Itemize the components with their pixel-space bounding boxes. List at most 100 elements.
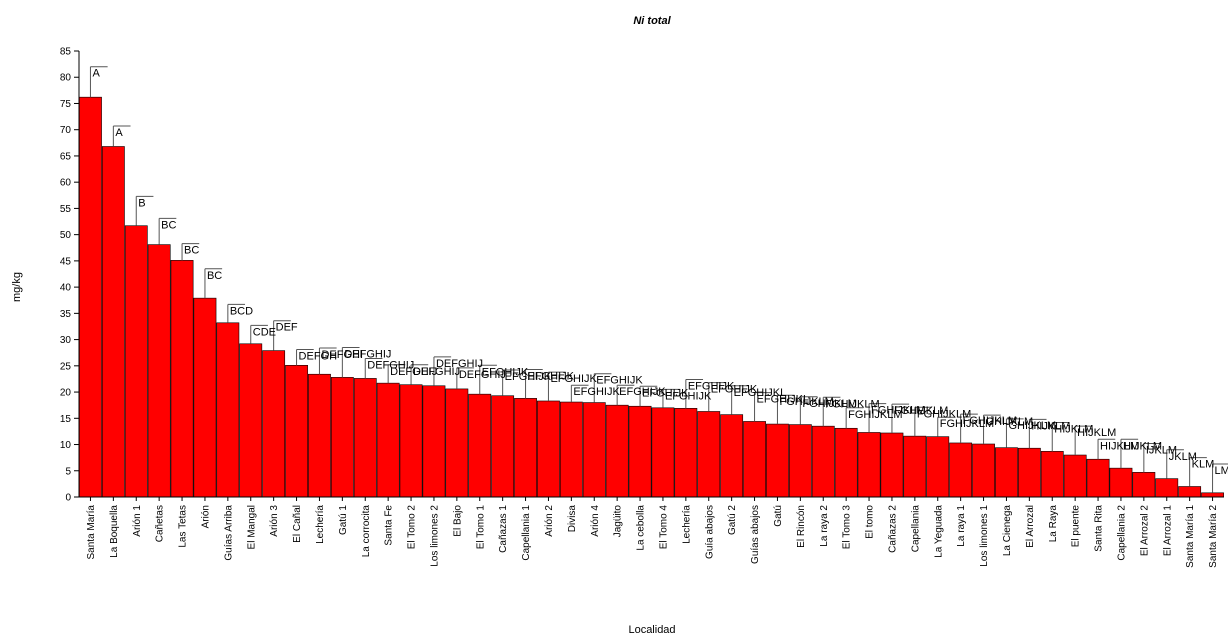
y-tick-label: 35 [60,309,72,320]
x-tick-label: Lechería [315,505,326,544]
error-bar [731,385,749,415]
bar [811,425,835,498]
x-tick-label: El Tomo 2 [407,505,418,550]
error-bar [204,268,223,299]
error-bar [1212,463,1228,493]
error-bar [1051,421,1070,452]
x-tick-label: Gatú 1 [338,505,349,535]
group-label: FGHIJKLM [779,396,833,408]
x-tick-label: Arión [200,505,211,528]
bar [1086,458,1110,498]
x-tick-label: La cebolla [636,505,647,551]
error-bar [318,347,337,375]
bar [720,414,744,498]
error-bar [1028,418,1047,449]
group-label: EFGHIJK [665,390,712,402]
x-tick-label: El Arrozal [1025,505,1036,548]
error-bar [1189,457,1207,487]
group-label: DEFGHIJ [436,358,483,370]
group-label: BC [161,219,176,231]
y-tick-label: 20 [60,388,72,399]
group-label: DEFGHIJ [459,369,506,381]
error-bar [1005,418,1024,448]
error-bar [1120,438,1139,469]
group-label: FGHIJKLM [894,405,948,417]
group-label: EFGHIJK [619,386,666,398]
y-tick-label: 70 [60,125,72,136]
y-tick-label: 50 [60,230,72,241]
group-label: B [138,197,145,209]
bar [1201,492,1224,498]
group-label: EFGHIJK [528,370,575,382]
group-label: BC [207,270,222,282]
error-bar [616,384,635,406]
x-tick-label: Los limones 1 [979,505,990,567]
y-axis-label: mg/kg [11,272,23,302]
bar [1132,472,1156,498]
bar [445,388,469,498]
group-label: DEF [276,322,298,334]
x-tick-label: Santa Rita [1094,505,1105,552]
bar [743,421,766,498]
bar [582,402,606,498]
error-bar [937,416,955,437]
group-label: FGHIJKLM [963,415,1017,427]
error-bar [547,371,566,401]
x-axis: Santa María La Boquella Arión 1 Cañetas Las … [79,496,1224,568]
y-tick-label: 30 [60,335,72,346]
group-label: FGHIJKLM [871,405,925,417]
group-label: EFGHIJK [550,373,597,385]
bar [285,364,308,498]
error-bar [1074,425,1093,456]
error-bar [250,324,268,344]
y-tick-label: 25 [60,361,72,372]
y-tick-label: 60 [60,178,72,189]
bar [1040,451,1064,498]
group-label: EFGHIJKL [757,394,810,406]
bar [262,350,286,498]
error-bar [593,373,612,403]
y-tick-label: 40 [60,283,72,294]
x-tick-label: El Rincón [796,505,807,548]
bar [697,411,721,498]
error-bar [891,403,910,433]
x-tick-label: Capellania [910,505,921,553]
error-bar [341,346,360,378]
bar [330,377,354,498]
group-label: FGHIJKLM [802,398,856,410]
x-tick-label: Cañetas [155,505,166,542]
error-bar [708,382,726,412]
bar [1063,454,1087,498]
group-label: DEFGHIJ [390,366,437,378]
error-bar [502,369,520,396]
error-bar [639,385,658,407]
error-bar [296,349,314,366]
y-tick-label: 0 [65,493,71,504]
group-label: EFGHIJK [596,375,643,387]
x-tick-label: El Tomo 3 [842,505,853,550]
bar [628,405,652,498]
group-label: FGHIJKLM [940,418,994,430]
x-tick-label: Guía abajos [704,505,715,559]
group-label: BCD [230,305,253,317]
bars-group [79,96,1224,498]
group-label: EFGHIJK [505,371,552,383]
bar [101,146,125,498]
error-bars-group [89,66,1228,493]
x-tick-label: Cañazas 1 [498,505,509,553]
bar [834,427,858,498]
chart-title: Ni total [633,15,671,27]
x-tick-label: La Boquella [109,505,120,558]
x-tick-label: Guías Arriba [223,505,234,561]
error-bar [845,407,864,429]
x-tick-label: El Tomo 1 [475,505,486,550]
group-label: LM [1215,465,1228,477]
x-tick-label: Cañazas 2 [887,505,898,553]
group-label: GHIJKLM [1008,420,1056,432]
error-bar [868,403,887,433]
group-label: DEFGHI [321,349,363,361]
group-label: HIJKLM [1123,440,1162,452]
x-tick-label: La raya 2 [819,505,830,547]
x-tick-label: El Arrozal 1 [1162,505,1173,557]
